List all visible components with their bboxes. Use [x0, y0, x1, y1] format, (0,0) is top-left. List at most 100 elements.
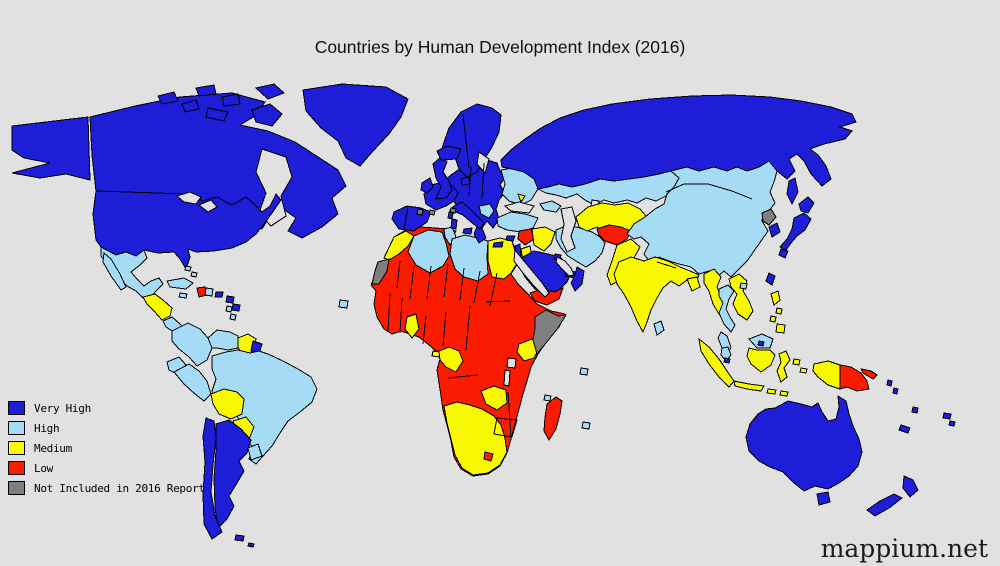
region-andorra: [416, 208, 424, 216]
region-north-korea: [761, 208, 777, 226]
region-arctic-island-1: [157, 91, 179, 105]
region-vanuatu-2: [892, 387, 899, 395]
region-argentina: [213, 419, 252, 530]
legend-item-high: High: [8, 418, 205, 438]
region-jamaica: [178, 292, 188, 299]
region-india: [613, 256, 700, 334]
region-arctic-island-4: [221, 93, 241, 107]
region-crete: [492, 241, 504, 248]
region-persian-gulf: [555, 256, 575, 277]
region-cape-verde: [338, 299, 349, 309]
region-lake-victoria: [506, 357, 517, 369]
legend-item-medium: Medium: [8, 438, 205, 458]
region-moluccas-2: [799, 367, 808, 374]
region-antilles-2: [231, 303, 241, 312]
region-western-balkans: [478, 203, 495, 219]
legend-label-medium: Medium: [34, 441, 72, 455]
region-peru: [173, 363, 212, 402]
region-libya: [449, 234, 489, 282]
europe-border-lines: [403, 113, 485, 230]
region-central-america: [142, 293, 173, 321]
region-philippines-luzon: [770, 290, 781, 306]
region-somalia: [532, 309, 567, 356]
region-dominican-republic: [204, 287, 214, 297]
region-malaysia-peninsula: [720, 346, 732, 362]
region-indochina: [728, 273, 754, 321]
region-south-georgia: [247, 542, 255, 548]
region-ghana: [404, 313, 420, 339]
region-puerto-rico: [214, 291, 224, 298]
region-china-mongolia: [626, 160, 778, 278]
region-madagascar: [543, 396, 563, 441]
region-sumatra: [698, 337, 735, 388]
region-lesotho: [483, 451, 494, 462]
region-great-lakes-west: [175, 191, 202, 205]
region-antilles-1: [225, 295, 235, 304]
region-australia: [745, 395, 863, 492]
region-bangladesh: [686, 276, 701, 292]
region-lesser-sunda-1: [766, 388, 777, 395]
region-moluccas-1: [792, 358, 801, 366]
region-vanuatu-1: [886, 379, 893, 387]
region-falkland-islands: [234, 534, 245, 542]
region-java: [733, 380, 765, 392]
region-seychelles: [579, 367, 589, 376]
region-moldova: [517, 193, 526, 204]
region-sakhalin: [786, 177, 799, 206]
region-oman: [570, 266, 585, 292]
region-equatorial-guinea: [431, 350, 441, 358]
region-afghanistan: [596, 224, 632, 246]
region-bahamas-2: [190, 271, 198, 278]
legend: Very High High Medium Low Not Included i…: [8, 398, 205, 498]
region-iceland: [436, 145, 462, 161]
region-sri-lanka: [653, 320, 665, 336]
region-corsica: [447, 211, 454, 220]
legend-label-low: Low: [34, 461, 53, 475]
legend-swatch-medium: [8, 441, 25, 455]
region-hudson-bay: [255, 148, 293, 227]
region-hainan: [739, 282, 748, 290]
legend-item-very-high: Very High: [8, 398, 205, 418]
region-algeria: [407, 229, 450, 274]
legend-swatch-very-high: [8, 401, 25, 415]
region-west-papua: [812, 360, 841, 390]
region-baltic-sea: [476, 151, 490, 175]
asia-border-lines: [656, 183, 753, 269]
region-sicily: [462, 227, 473, 235]
region-thailand: [718, 284, 736, 333]
region-baffin-island: [251, 103, 283, 127]
region-morocco: [383, 230, 415, 261]
region-bahamas-1: [184, 265, 192, 272]
region-new-caledonia: [898, 424, 911, 434]
region-iraq: [531, 226, 556, 252]
region-caspian-sea: [560, 206, 577, 253]
region-bolivia: [210, 388, 245, 420]
region-ireland: [420, 177, 434, 194]
region-fiji-2: [942, 412, 952, 420]
region-alaska: [11, 116, 91, 181]
region-philippines-mindanao: [775, 323, 786, 334]
region-sulawesi: [776, 350, 791, 383]
region-arctic-island-5: [205, 107, 229, 122]
region-japan-honshu: [779, 212, 812, 251]
region-fiji-3: [948, 420, 956, 427]
legend-item-not-included: Not Included in 2016 Report: [8, 478, 205, 498]
africa-border-lines: [387, 260, 518, 439]
watermark: mappium.net: [820, 534, 988, 563]
legend-swatch-low: [8, 461, 25, 475]
region-syria: [517, 228, 535, 246]
region-cyprus: [505, 235, 516, 242]
region-japan-hokkaido: [798, 196, 815, 214]
region-philippines-2: [775, 307, 783, 315]
region-sardinia: [450, 218, 458, 230]
region-cuba: [166, 277, 194, 290]
region-colombia: [171, 322, 213, 367]
region-lesser-sunda-2: [779, 390, 789, 397]
legend-label-very-high: Very High: [34, 401, 91, 415]
region-comoros: [543, 394, 552, 402]
region-mauritius: [581, 421, 591, 430]
region-chile: [202, 417, 223, 540]
region-lake-tanganyika: [503, 369, 511, 387]
region-nz-north-island: [902, 475, 919, 498]
